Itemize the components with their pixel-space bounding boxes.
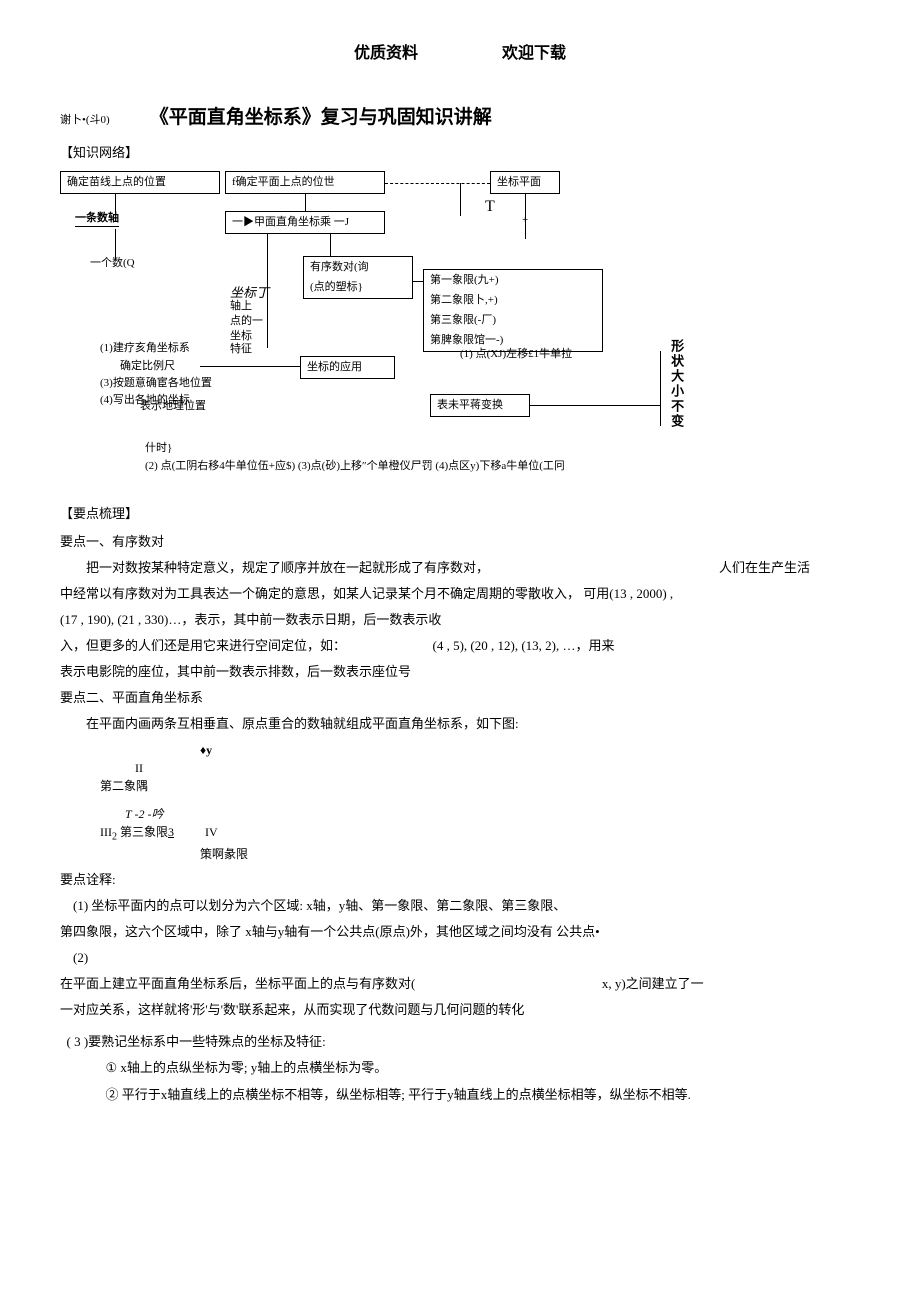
header-left: 优质资料 <box>354 40 418 67</box>
lbl-bottom: (2) 点(工阴右移4牛单位伍+应$) (3)点(砂)上移″个单橙仪尸罚 (4)… <box>145 459 845 474</box>
box-q2: 第二象限卜,+) <box>423 290 603 310</box>
h-trans <box>530 405 660 406</box>
quad-q2a: II <box>135 759 860 777</box>
quad-line4sub: 2 <box>112 832 117 843</box>
ex2: 在平面上建立平面直角坐标系后，坐标平面上的点与有序数对( x, y)之间建立了一 <box>60 973 860 995</box>
p1-l4b: (4 , 5), (20 , 12), (13, 2), …，用来 <box>433 638 615 653</box>
v-shape <box>660 351 661 426</box>
lbl-one-axis: 一条数轴 <box>75 211 119 227</box>
ex2b: x, y)之间建立了一 <box>602 976 704 991</box>
ex3: ( 3 )要熟记坐标系中一些特殊点的坐标及特征: <box>67 1031 861 1053</box>
box-q1: 第一象限(九+) <box>423 269 603 291</box>
lbl-step2: 确定比例尺 <box>120 359 175 374</box>
p1-l4a: 入，但更多的人们还是用它来进行空间定位，如： <box>60 638 346 653</box>
quad-line3: T -2 -吟 <box>125 805 860 823</box>
p1-l4: 入，但更多的人们还是用它来进行空间定位，如： (4 , 5), (20 , 12… <box>60 635 860 657</box>
ex1: (1) 坐标平面内的点可以划分为六个区域: x轴，y轴、第一象限、第二象限、第三… <box>73 895 860 917</box>
ex3-2: ② 平行于x轴直线上的点横坐标不相等，纵坐标相等; 平行于y轴直线上的点横坐标相… <box>60 1084 860 1106</box>
box-line-pos: 确定苗线上点的位置 <box>60 171 220 194</box>
box-two-axis: 一▶甲面直角坐标乘 一J <box>225 211 385 234</box>
p1-l1a: 把一对数按某种特定意义，规定了顺序并放在一起就形成了有序数对， <box>86 560 489 575</box>
v2 <box>305 193 306 213</box>
outline-label: 【要点梳理】 <box>60 503 860 525</box>
v4 <box>115 229 116 259</box>
lbl-T: T <box>485 196 495 218</box>
lbl-zhoushang: 轴上 <box>230 299 252 314</box>
v3a <box>460 183 461 216</box>
lbl-right1: (1) 点(XJ)左移£1牛单拉 <box>460 347 572 362</box>
quad-line5: 策啊彖限 <box>200 845 860 863</box>
quad-line4c: IV <box>205 825 218 839</box>
knowledge-network-label: 【知识网络】 <box>60 142 860 164</box>
v1 <box>115 193 116 213</box>
p1-l3: (17 , 190), (21 , 330)…，表示，其中前一数表示日期，后一数… <box>60 609 860 631</box>
explain-title: 要点诠释: <box>60 869 860 891</box>
ex2-num: (2) <box>73 947 860 969</box>
ex3-1: ① x轴上的点纵坐标为零; y轴上的点横坐标为零。 <box>60 1057 860 1079</box>
p1-title: 要点一、有序数对 <box>60 531 860 553</box>
h-app <box>200 366 300 367</box>
lbl-yigeshu: 一个数(Q <box>90 256 135 271</box>
lbl-step3: (3)按题意确宦各地位置 <box>100 376 212 391</box>
p1-l5: 表示电影院的座位，其中前一数表示排数，后一数表示座位号 <box>60 661 860 683</box>
quad-line4u: 3 <box>168 825 174 839</box>
header-right: 欢迎下载 <box>502 40 566 67</box>
quad-y: ♦y <box>200 741 860 759</box>
p2-title: 要点二、平面直角坐标系 <box>60 687 860 709</box>
p1-l2: 中经常以有序数对为工具表达一个确定的意思，如某人记录某个月不确定周期的零散收入，… <box>60 583 860 605</box>
lbl-shishi: 什时} <box>145 441 172 456</box>
dash-plane <box>385 183 490 184</box>
quad-q2b: 第二象隅 <box>100 777 860 795</box>
main-title: 《平面直角坐标系》复习与巩固知识讲解 <box>150 102 492 134</box>
page-header: 优质资料 欢迎下载 <box>60 40 860 67</box>
lbl-plus: + <box>522 213 528 228</box>
ex1b: 第四象限，这六个区域中，除了 x轴与y轴有一个公共点(原点)外，其他区域之间均没… <box>60 921 860 943</box>
quad-line4b: 第三象限 <box>120 825 168 839</box>
box-ordered: 有序数对(询 <box>303 256 413 278</box>
h-q <box>413 281 423 282</box>
p1-l1: 把一对数按某种特定意义，规定了顺序并放在一起就形成了有序数对， 人们在生产生活 <box>60 557 860 579</box>
box-q3: 第三象限(-厂) <box>423 310 603 330</box>
box-app: 坐标的应用 <box>300 356 395 379</box>
box-plane-pos: f确定平面上点的位世 <box>225 171 385 194</box>
quad-line4: III2 第三象限3 IV <box>100 823 860 844</box>
ex2a: 在平面上建立平面直角坐标系后，坐标平面上的点与有序数对( <box>60 976 415 991</box>
lbl-dianyi: 点的一 <box>230 314 263 329</box>
p1-l1b: 人们在生产生活 <box>719 557 810 579</box>
quad-line4a: III <box>100 825 112 839</box>
coord-figure: ♦y II 第二象隅 T -2 -吟 III2 第三象限3 IV 策啊彖限 <box>100 741 860 862</box>
knowledge-diagram: 确定苗线上点的位置 f确定平面上点的位世 坐标平面 一条数轴 一▶甲面直角坐标乘… <box>60 171 860 491</box>
box-transform: 表未平蒋变换 <box>430 394 530 417</box>
ex2c: 一对应关系，这样就将'形'与'数'联系起来，从而实现了代数问题与几何问题的转化 <box>60 999 860 1021</box>
box-ordered2: (点的塑标} <box>303 277 413 299</box>
title-prefix: 谢卜•(斗0) <box>60 111 110 130</box>
lbl-step1: (1)建疗亥角坐标系 <box>100 341 190 356</box>
vertical-shape: 形状大小不变 <box>665 339 687 429</box>
lbl-tezheng: 特征 <box>230 342 252 357</box>
p2-l1: 在平面内画两条互相垂直、原点重合的数轴就组成平面直角坐标系，如下图: <box>60 713 860 735</box>
title-row: 谢卜•(斗0) 《平面直角坐标系》复习与巩固知识讲解 <box>60 102 860 134</box>
box-plane: 坐标平面 <box>490 171 560 194</box>
lbl-biaoshi: 表示地理位置 <box>140 399 206 414</box>
